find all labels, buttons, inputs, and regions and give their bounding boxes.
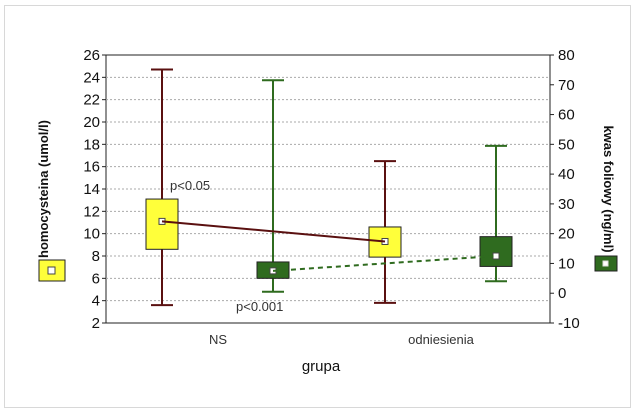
left-tick-label: 26 xyxy=(83,47,100,64)
right-tick-label: -10 xyxy=(558,315,580,332)
left-tick-label: 12 xyxy=(83,203,100,220)
legend-right xyxy=(594,255,618,272)
median-links xyxy=(161,220,497,272)
right-tick-label: 20 xyxy=(558,226,575,243)
figure-frame xyxy=(4,5,631,408)
left-axis-label: homocysteina (umol/l) xyxy=(36,120,51,258)
right-tick-label: 10 xyxy=(558,255,575,272)
median-link-kwas-foliowy xyxy=(272,255,497,272)
left-tick-label: 4 xyxy=(92,293,100,310)
grid-lines xyxy=(106,76,550,302)
left-tick-label: 10 xyxy=(83,226,100,243)
boxes xyxy=(145,68,513,307)
left-tick-label: 6 xyxy=(92,270,100,287)
category-label: NS xyxy=(209,332,227,347)
left-tick-label: 2 xyxy=(92,315,100,332)
right-tick-label: 60 xyxy=(558,107,575,124)
right-axis-label: kwas foliowy (ng/ml) xyxy=(601,125,616,252)
category-label: odniesienia xyxy=(408,332,475,347)
right-tick-label: 50 xyxy=(558,136,575,153)
left-tick-label: 22 xyxy=(83,92,100,109)
x-axis-label: grupa xyxy=(302,358,341,375)
box-kwas-foliowy xyxy=(479,236,513,267)
left-tick-label: 16 xyxy=(83,159,100,176)
right-tick-label: 80 xyxy=(558,47,575,64)
legend-left-marker xyxy=(47,266,56,275)
right-axis-ticks: -10 0 10 20 30 40 50 60 70 80 xyxy=(550,47,580,332)
right-tick-label: 40 xyxy=(558,166,575,183)
right-tick-label: 70 xyxy=(558,77,575,94)
annotation-p0001: p<0.001 xyxy=(236,299,283,314)
box-homocysteina xyxy=(368,226,402,258)
legend-right-marker xyxy=(602,260,609,267)
median-link-homocysteina xyxy=(161,220,386,243)
left-tick-label: 8 xyxy=(92,248,100,265)
left-tick-label: 18 xyxy=(83,136,100,153)
right-tick-label: 30 xyxy=(558,196,575,213)
right-tick-label: 0 xyxy=(558,285,566,302)
left-tick-label: 14 xyxy=(83,181,100,198)
left-tick-label: 20 xyxy=(83,114,100,131)
legend-left xyxy=(38,259,66,282)
annotation-p005: p<0.05 xyxy=(170,178,210,193)
left-tick-label: 24 xyxy=(83,69,100,86)
category-labels: NS odniesienia xyxy=(209,332,475,347)
